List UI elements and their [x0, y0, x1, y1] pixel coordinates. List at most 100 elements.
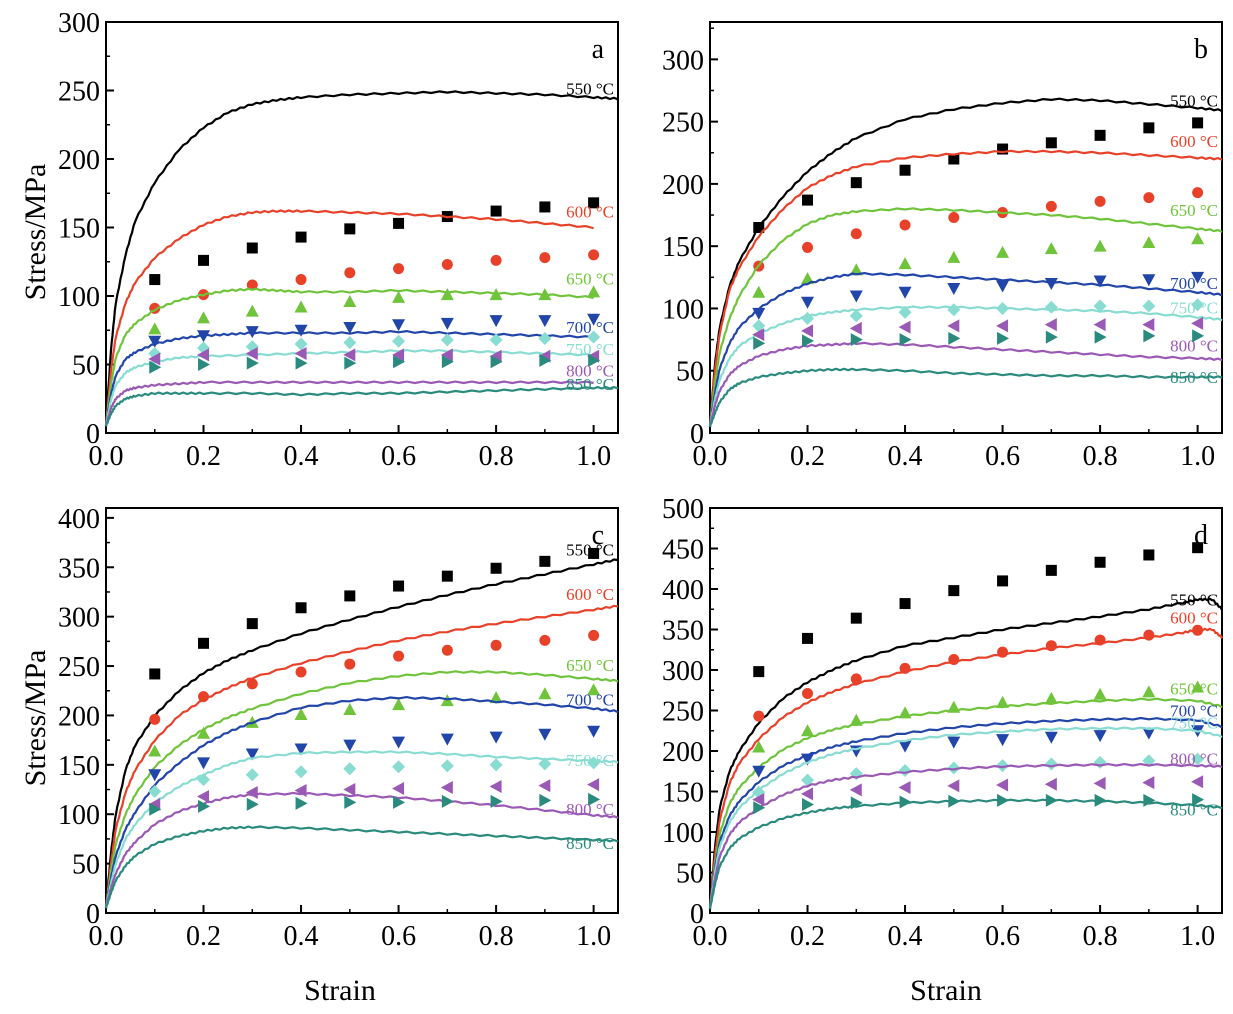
marker-700	[1191, 271, 1205, 284]
y-tick-label: 150	[662, 778, 704, 809]
marker-550	[1192, 117, 1204, 129]
marker-800	[1191, 316, 1204, 330]
marker-800	[245, 347, 258, 361]
marker-700	[538, 315, 552, 328]
panel-d: 0.0 0.2 0.4 0.6 0.8 1.0 0 50 100 150 200 250 300 350 4…	[662, 494, 1223, 952]
marker-750	[1044, 300, 1058, 314]
marker-750	[587, 330, 601, 344]
y-tick-label: 100	[58, 800, 100, 831]
marker-550	[1094, 556, 1106, 568]
marker-600	[1045, 640, 1057, 652]
curve-800	[104, 791, 619, 909]
marker-650	[1142, 685, 1156, 698]
series-label: 800 °C	[1170, 337, 1218, 356]
marker-700	[801, 753, 815, 766]
marker-650	[392, 698, 406, 711]
marker-800	[245, 785, 258, 799]
y-tick-label: 0	[86, 899, 100, 930]
marker-700	[996, 734, 1010, 747]
marker-650	[752, 740, 766, 753]
y-tick-label: 300	[662, 656, 704, 687]
marker-800	[489, 349, 502, 363]
y-tick-label: 50	[676, 357, 704, 388]
marker-550	[149, 274, 161, 286]
marker-800	[392, 348, 405, 362]
y-tick-label: 200	[58, 145, 100, 176]
marker-850	[295, 356, 308, 370]
marker-550	[850, 177, 862, 189]
marker-600	[997, 646, 1009, 658]
marker-650	[343, 703, 357, 716]
marker-600	[1094, 634, 1106, 646]
marker-650	[1093, 239, 1107, 252]
marker-650	[1044, 691, 1058, 704]
marker-550	[198, 637, 210, 649]
marker-600	[850, 228, 862, 240]
series-label: 750 °C	[1170, 713, 1218, 732]
y-tick-label: 150	[58, 751, 100, 782]
curve-800	[104, 380, 594, 427]
marker-850	[149, 802, 162, 816]
marker-700	[440, 733, 454, 746]
marker-700	[1093, 730, 1107, 743]
marker-700	[849, 290, 863, 303]
marker-700	[801, 296, 815, 309]
series-label: 650 °C	[1170, 201, 1218, 220]
marker-600	[588, 629, 600, 641]
marker-550	[490, 205, 502, 217]
panel-letter: a	[592, 34, 605, 65]
marker-750	[996, 301, 1010, 315]
x-tick-label: 0.6	[381, 441, 416, 472]
marker-850	[295, 796, 308, 810]
plot-frame	[709, 21, 1223, 434]
marker-550	[753, 222, 765, 233]
marker-850	[802, 334, 815, 348]
marker-600	[1045, 200, 1057, 212]
marker-650	[1191, 680, 1205, 693]
x-tick-label: 0.2	[186, 921, 221, 952]
panel-b: 0.0 0.2 0.4 0.6 0.8 1.0 0 50 100 150 200 250 300 b 550…	[662, 21, 1223, 472]
marker-850	[948, 331, 961, 345]
marker-850	[899, 333, 912, 347]
marker-700	[996, 280, 1010, 293]
marker-800	[752, 793, 765, 807]
marker-750	[849, 309, 863, 323]
marker-650	[587, 285, 601, 298]
marker-600	[948, 212, 960, 224]
panel-letter: c	[592, 520, 604, 551]
marker-600	[899, 219, 911, 231]
y-axis-title-bottom: Stress/MPa	[19, 650, 52, 787]
curve-750	[104, 750, 619, 909]
marker-800	[947, 779, 960, 793]
marker-850	[588, 792, 601, 806]
marker-750	[440, 759, 454, 773]
marker-650	[294, 707, 308, 720]
marker-800	[587, 778, 600, 792]
series-label: 800 °C	[566, 800, 614, 819]
marker-550	[997, 575, 1009, 587]
curve-600	[708, 149, 1223, 427]
marker-800	[1093, 318, 1106, 332]
marker-800	[197, 348, 210, 362]
marker-850	[246, 797, 259, 811]
marker-750	[1093, 299, 1107, 313]
series-label: 700 °C	[1170, 702, 1218, 721]
y-tick-label: 50	[676, 859, 704, 890]
marker-600	[344, 267, 356, 279]
marker-800	[752, 328, 765, 342]
series-label: 600 °C	[1170, 609, 1218, 628]
curve-600	[104, 209, 594, 427]
y-tick-label: 200	[58, 701, 100, 732]
marker-800	[947, 319, 960, 333]
marker-800	[1044, 318, 1057, 332]
marker-850	[1192, 793, 1205, 807]
marker-550	[850, 612, 862, 624]
marker-550	[149, 668, 161, 680]
marker-850	[490, 794, 503, 808]
marker-550	[539, 201, 551, 213]
y-tick-label: 150	[58, 214, 100, 245]
marker-800	[801, 324, 814, 338]
y-tick-label: 300	[662, 45, 704, 76]
marker-750	[343, 762, 357, 776]
marker-700	[392, 736, 406, 749]
